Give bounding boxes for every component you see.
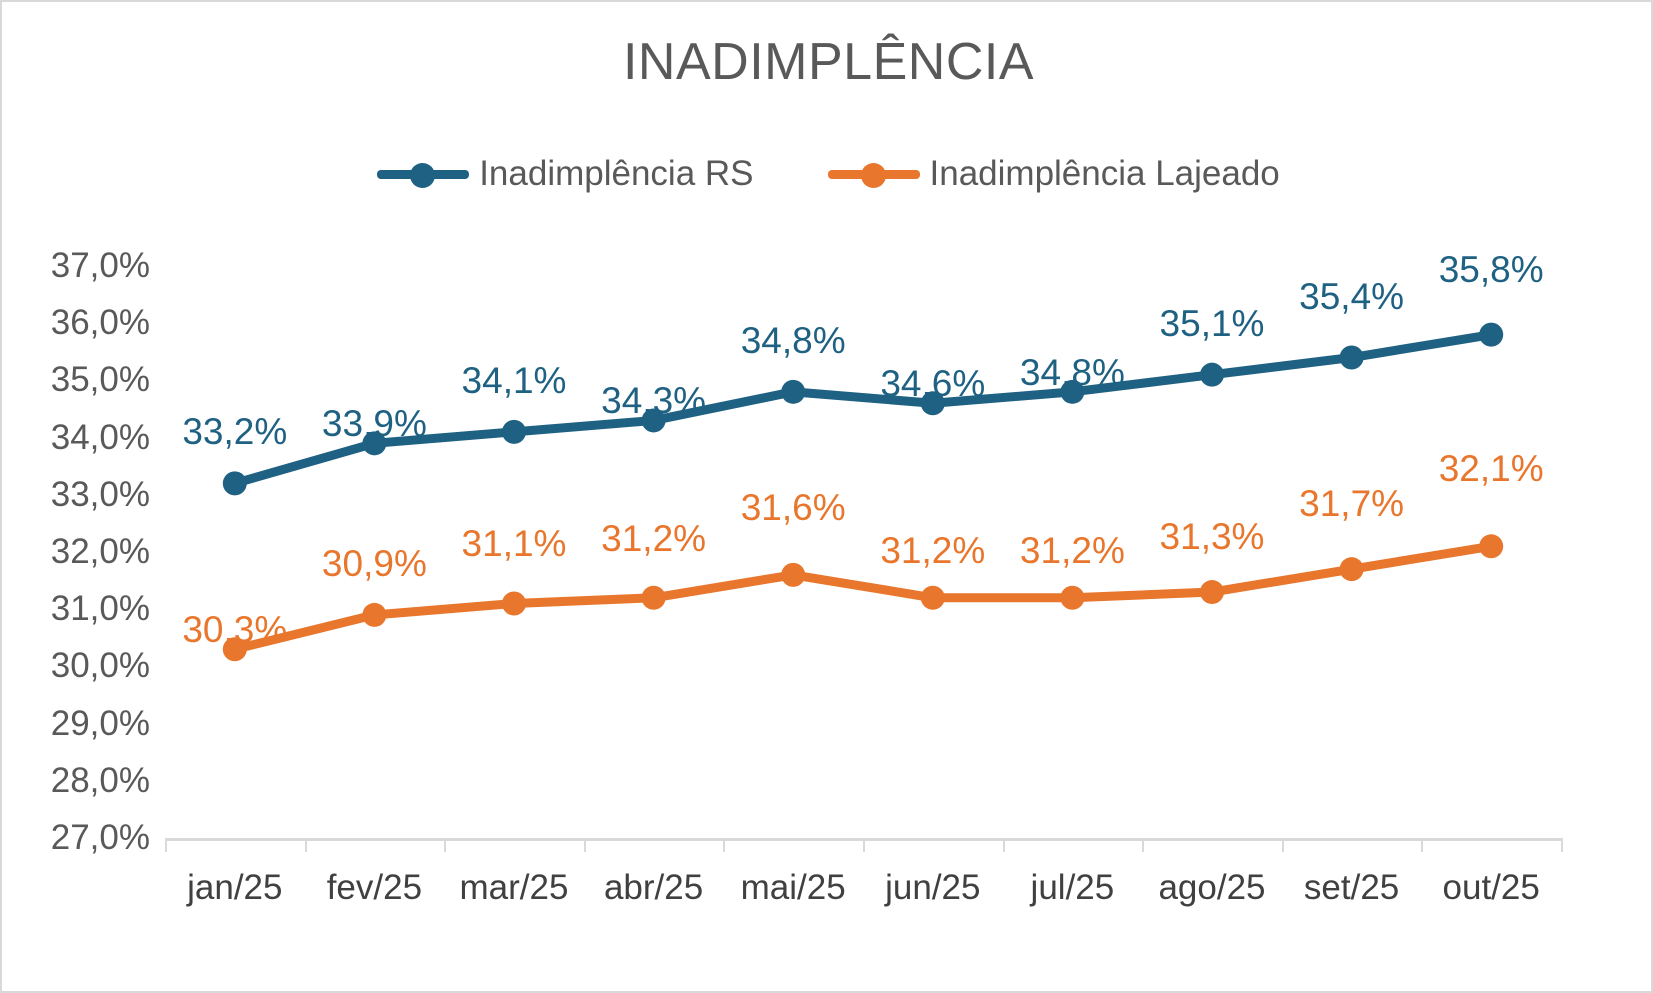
x-axis-tick-mark — [1281, 838, 1284, 852]
x-axis-tick-label: set/25 — [1303, 868, 1400, 907]
x-axis: jan/25 fev/25 mar/25 abr/25 mai/25 jun/25 jul/… — [165, 868, 1561, 928]
y-axis-tick-label: 31,0% — [50, 589, 150, 629]
series-line — [230, 541, 1496, 654]
data-point-marker[interactable] — [222, 471, 247, 496]
data-point-label: 31,2% — [601, 517, 707, 559]
legend-line-marker-icon — [377, 159, 470, 189]
data-point-marker[interactable] — [362, 431, 387, 456]
legend-item-label: Inadimplência RS — [479, 154, 754, 193]
y-axis-tick-label: 30,0% — [50, 646, 150, 686]
data-point-marker[interactable] — [1479, 322, 1504, 347]
data-point-label: 31,6% — [740, 486, 846, 528]
data-point-marker[interactable] — [1339, 345, 1364, 370]
y-axis-tick-label: 34,0% — [50, 417, 150, 457]
x-axis-tick-label: jan/25 — [187, 868, 283, 907]
x-axis-tick-mark — [723, 838, 726, 852]
data-point-label: 34,3% — [601, 380, 707, 422]
data-point-label: 34,6% — [880, 363, 986, 405]
data-point-marker[interactable] — [781, 562, 806, 587]
data-point-marker[interactable] — [222, 637, 247, 662]
data-point-label: 34,8% — [740, 319, 846, 361]
plot-svg — [222, 322, 1504, 662]
x-axis-tick-label: jul/25 — [1030, 868, 1115, 907]
data-point-marker[interactable] — [502, 419, 526, 444]
data-point-marker[interactable] — [920, 391, 945, 416]
data-point-marker[interactable] — [502, 591, 526, 616]
data-point-marker[interactable] — [1339, 557, 1364, 582]
x-axis-tick-mark — [165, 838, 167, 852]
y-axis: 37,0% 36,0% 35,0% 34,0% 33,0% 32,0% 31,0% 30,0%… — [20, 246, 150, 857]
data-point-marker[interactable] — [920, 585, 945, 610]
data-point-label: 30,3% — [182, 609, 288, 651]
x-axis-tick-mark — [444, 838, 447, 852]
data-point-label: 34,1% — [461, 359, 567, 401]
data-point-marker[interactable] — [781, 379, 806, 404]
x-axis-tick-label: abr/25 — [603, 868, 704, 907]
legend-line-marker-icon — [827, 159, 920, 189]
data-point-marker[interactable] — [1479, 534, 1504, 559]
x-axis-tick-mark — [583, 838, 586, 852]
legend-item-label: Inadimplência Lajeado — [929, 154, 1280, 193]
x-axis-tick-label: mai/25 — [740, 868, 846, 907]
plot-area: 33,2% 33,9% 34,1% 34,3% 34,8% 34,6% 34,8% 35,1%… — [165, 249, 1561, 838]
data-point-label: 31,3% — [1159, 516, 1265, 558]
data-point-label: 33,9% — [321, 403, 427, 445]
data-point-label: 31,1% — [461, 523, 567, 565]
data-point-label: 30,9% — [321, 542, 427, 584]
y-axis-tick-label: 36,0% — [50, 303, 150, 343]
y-axis-tick-label: 37,0% — [50, 246, 150, 285]
data-point-label: 35,4% — [1299, 275, 1405, 317]
series-line — [230, 330, 1496, 488]
x-axis-tick-mark — [1561, 838, 1563, 852]
data-point-marker[interactable] — [1200, 362, 1224, 387]
data-point-label: 32,1% — [1438, 448, 1544, 490]
x-axis-tick-label: ago/25 — [1158, 868, 1266, 907]
data-point-label: 35,8% — [1438, 248, 1544, 290]
data-point-label: 31,2% — [1019, 529, 1125, 571]
y-axis-tick-label: 35,0% — [50, 360, 150, 400]
x-axis-tick-label: mar/25 — [459, 868, 569, 907]
data-point-marker[interactable] — [1060, 379, 1085, 404]
data-point-marker[interactable] — [641, 408, 666, 433]
y-axis-tick-label: 32,0% — [50, 532, 150, 571]
data-point-marker[interactable] — [1060, 585, 1085, 610]
data-point-label: 33,2% — [182, 411, 288, 453]
x-axis-tick-mark — [1002, 838, 1005, 852]
data-point-marker[interactable] — [362, 602, 387, 627]
x-axis-tick-mark — [304, 838, 307, 852]
chart-title: INADIMPLÊNCIA — [622, 33, 1035, 91]
y-axis-tick-label: 33,0% — [50, 474, 150, 514]
y-axis-tick-label: 29,0% — [50, 703, 150, 743]
y-axis-tick-label: 28,0% — [50, 760, 150, 800]
data-point-marker[interactable] — [1200, 580, 1224, 605]
data-point-marker[interactable] — [641, 585, 666, 610]
x-axis-tick-mark — [863, 838, 865, 852]
legend-item-inadimplencia-lajeado[interactable]: Inadimplência Lajeado — [827, 154, 1280, 194]
x-axis-tick-mark — [1142, 838, 1145, 852]
x-axis-tick-mark — [1421, 838, 1424, 852]
x-axis-tick-label: out/25 — [1442, 868, 1540, 907]
y-axis-tick-label: 27,0% — [50, 818, 150, 857]
data-point-label: 35,1% — [1159, 302, 1265, 344]
x-axis-tick-label: jun/25 — [885, 868, 981, 907]
legend-item-inadimplencia-rs[interactable]: Inadimplência RS — [377, 154, 754, 194]
data-point-label: 31,7% — [1299, 483, 1405, 525]
data-point-label: 34,8% — [1019, 351, 1125, 393]
data-point-label: 31,2% — [880, 529, 986, 571]
chart-legend: Inadimplência RS Inadimplência Lajeado — [2, 154, 1653, 194]
x-axis-tick-label: fev/25 — [326, 868, 423, 907]
